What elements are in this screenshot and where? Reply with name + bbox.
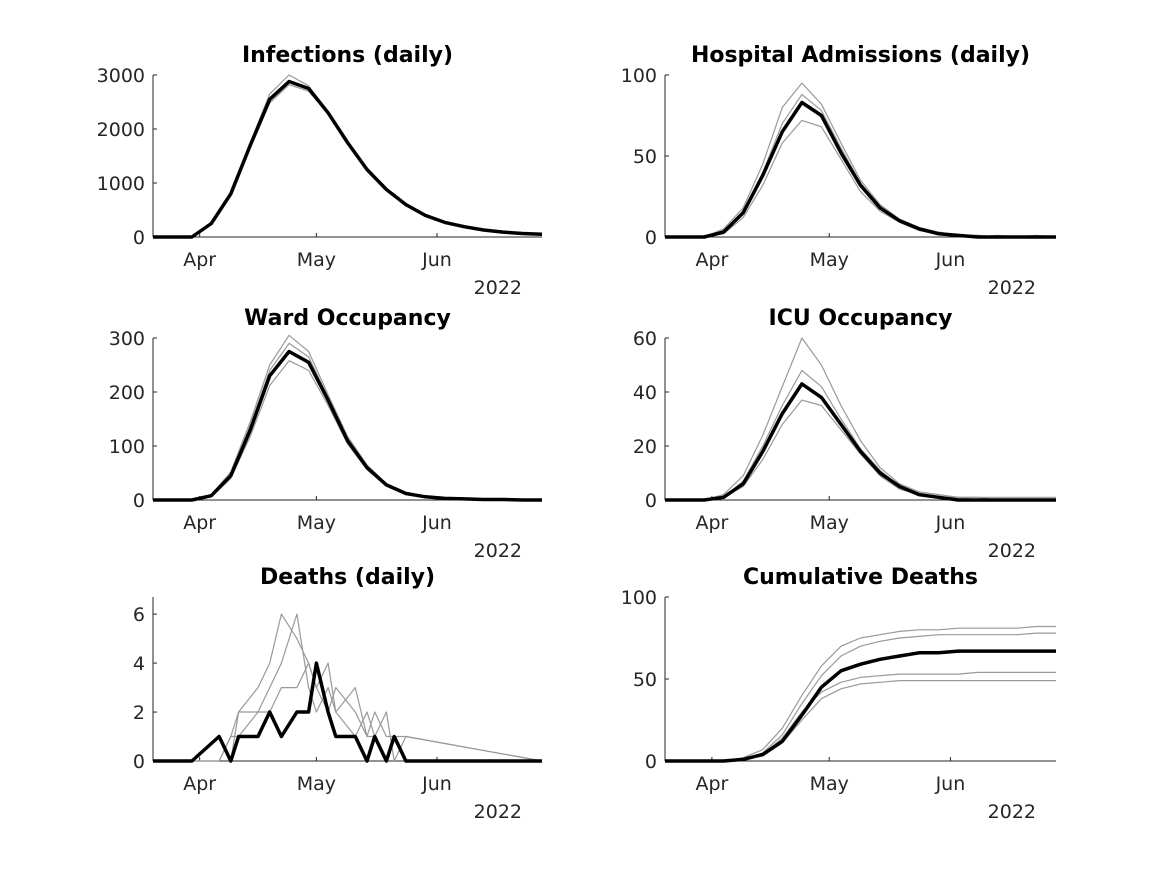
run-series-line <box>153 613 543 762</box>
x-tick-label: Jun <box>935 773 966 795</box>
year-label: 2022 <box>474 801 522 823</box>
year-label: 2022 <box>988 277 1036 299</box>
x-tick-label: May <box>810 512 849 534</box>
run-series-line <box>665 119 1056 238</box>
mean-series-line <box>665 649 1056 763</box>
year-label: 2022 <box>474 540 522 562</box>
chart-panel-6: Cumulative Deaths 0 50 100 Apr May Jun 2022 <box>621 565 1056 823</box>
y-tick-label: 50 <box>633 146 657 168</box>
run-series-line <box>665 337 1056 501</box>
run-series-line <box>153 360 542 501</box>
mean-series-line <box>153 79 543 239</box>
chart-title: Cumulative Deaths <box>743 565 978 590</box>
y-tick-label: 6 <box>133 604 145 626</box>
y-tick-label: 40 <box>633 382 657 404</box>
chart-panel-2: Hospital Admissions (daily) 0 50 100 Apr May J… <box>621 43 1057 299</box>
x-tick-label: Apr <box>695 512 728 534</box>
x-tick-label: Jun <box>421 773 452 795</box>
y-tick-label: 3000 <box>97 65 145 87</box>
chart-title: ICU Occupancy <box>769 306 953 331</box>
y-tick-label: 100 <box>621 587 657 609</box>
y-tick-label: 1000 <box>97 173 145 195</box>
x-tick-label: Jun <box>421 249 452 271</box>
run-series-line <box>153 74 543 238</box>
y-tick-label: 60 <box>633 328 657 350</box>
mean-series-line <box>665 382 1056 502</box>
run-series-line <box>665 679 1056 762</box>
x-tick-label: May <box>810 249 849 271</box>
y-tick-label: 100 <box>109 436 145 458</box>
x-tick-label: Apr <box>695 249 728 271</box>
chart-panel-5: Deaths (daily) 0 2 4 6 Apr May Jun 2022 <box>133 565 543 823</box>
x-tick-label: Jun <box>421 512 452 534</box>
x-tick-label: May <box>297 249 336 271</box>
run-series-line <box>665 671 1056 762</box>
y-tick-label: 0 <box>133 490 145 512</box>
run-series-line <box>153 342 542 501</box>
y-tick-label: 50 <box>633 669 657 691</box>
run-series-line <box>153 613 542 762</box>
run-series-line <box>665 93 1057 238</box>
y-tick-label: 0 <box>645 227 657 249</box>
run-series-line <box>153 662 543 762</box>
chart-panel-3: Ward Occupancy 0 100 200 300 Apr May Jun 2022 <box>109 306 543 562</box>
chart-title: Infections (daily) <box>242 43 453 68</box>
year-label: 2022 <box>988 801 1036 823</box>
year-label: 2022 <box>988 540 1036 562</box>
chart-panel-4: ICU Occupancy 0 20 40 60 Apr May Jun 2022 <box>633 306 1056 562</box>
y-tick-label: 2000 <box>97 119 145 141</box>
chart-title: Deaths (daily) <box>260 565 435 590</box>
x-tick-label: Apr <box>183 249 216 271</box>
chart-title: Ward Occupancy <box>244 306 451 331</box>
y-tick-label: 0 <box>645 490 657 512</box>
chart-panel-1: Infections (daily) 0 1000 2000 3000 Apr May Jun… <box>97 43 543 299</box>
y-tick-label: 100 <box>621 65 657 87</box>
y-tick-label: 20 <box>633 436 657 458</box>
x-tick-label: Apr <box>183 773 216 795</box>
x-tick-label: Jun <box>935 512 966 534</box>
run-series-line <box>665 625 1056 762</box>
run-series-line <box>153 334 543 501</box>
x-tick-label: Jun <box>935 249 966 271</box>
x-tick-label: May <box>297 773 336 795</box>
y-tick-label: 2 <box>133 702 145 724</box>
run-series-line <box>665 369 1056 501</box>
y-tick-label: 0 <box>133 751 145 773</box>
y-tick-label: 4 <box>133 653 145 675</box>
run-series-line <box>153 84 543 238</box>
mean-series-line <box>153 661 542 763</box>
x-tick-label: Apr <box>695 773 728 795</box>
y-tick-label: 300 <box>109 328 145 350</box>
y-tick-label: 0 <box>645 751 657 773</box>
chart-title: Hospital Admissions (daily) <box>691 43 1030 68</box>
y-tick-label: 0 <box>133 227 145 249</box>
x-tick-label: May <box>810 773 849 795</box>
mean-series-line <box>665 100 1056 239</box>
y-tick-label: 200 <box>109 382 145 404</box>
x-tick-label: May <box>297 512 336 534</box>
run-series-line <box>665 82 1056 238</box>
year-label: 2022 <box>474 277 522 299</box>
x-tick-label: Apr <box>183 512 216 534</box>
mean-series-line <box>153 349 542 502</box>
